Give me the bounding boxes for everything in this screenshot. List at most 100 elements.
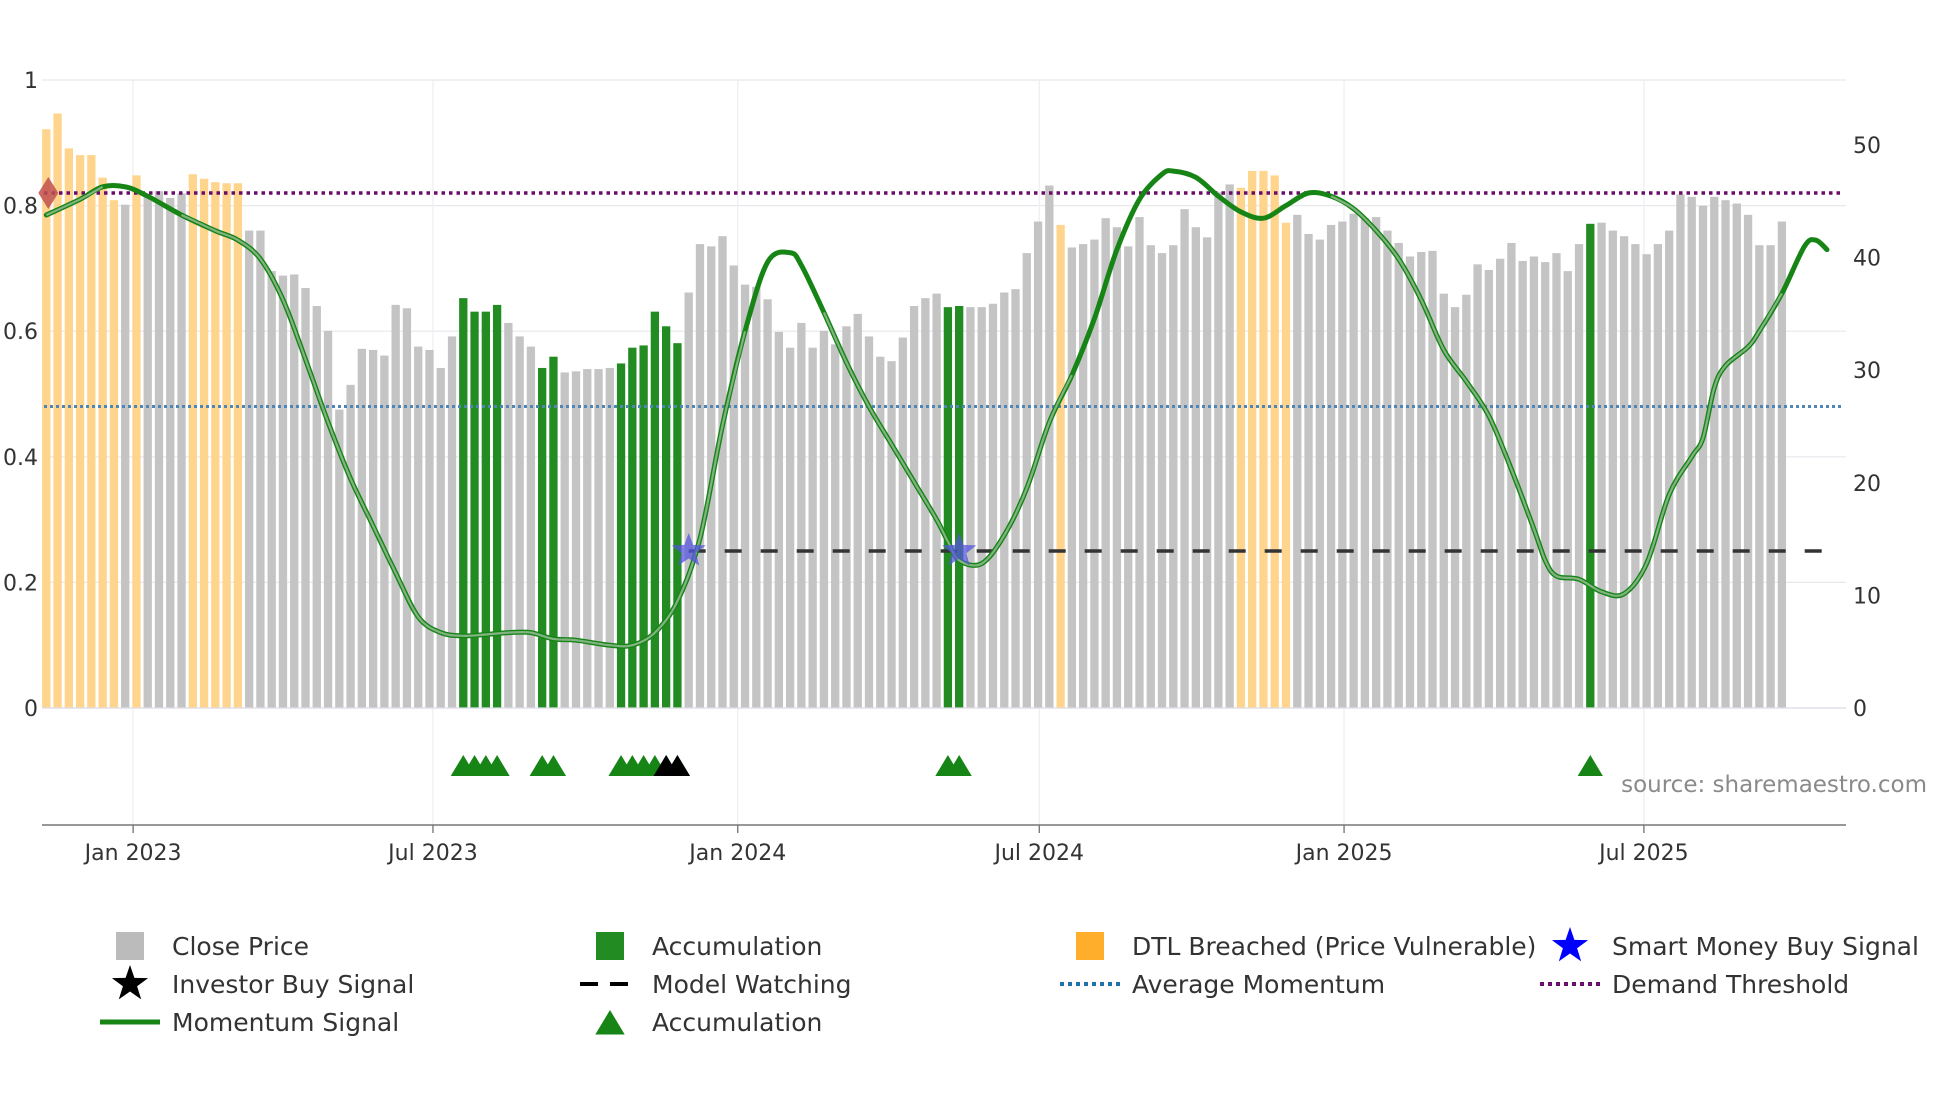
price-bar [1394,242,1403,708]
price-bar [1022,253,1031,708]
momentum-signal-faded [181,213,747,648]
x-tick-label: Jul 2024 [992,841,1084,866]
price-bar [853,313,862,708]
price-bar [357,348,367,708]
price-bar [166,197,175,708]
y-right-tick-label: 10 [1853,584,1881,609]
accumulation-bar [673,343,682,708]
price-bar [1484,269,1494,708]
legend-swatch [116,932,144,960]
y-left-tick-label: 1 [24,69,38,94]
legend-triangle-icon [595,1010,625,1035]
x-tick-label: Jul 2023 [386,841,478,866]
y-left-tick-label: 0.4 [3,446,38,471]
price-bar [1439,293,1448,708]
accumulation-bar [470,311,479,708]
y-right-tick-label: 20 [1853,472,1881,497]
price-bar [1710,196,1719,708]
dtl-breached-bar [42,129,51,709]
price-bar [447,336,457,708]
legend-item: Close Price [116,932,309,961]
dtl-breached-bar [211,182,220,708]
legend-swatch [596,932,624,960]
reference-lines [44,191,1842,553]
price-bar [1090,239,1099,709]
price-bar [1000,292,1009,708]
price-bar [1743,214,1753,708]
accumulation-bar [492,304,502,708]
price-bar [1417,251,1426,708]
price-bar [1360,218,1370,708]
accumulation-bar [650,311,660,708]
accumulation-triangle [540,755,567,776]
price-bar [1202,237,1212,708]
price-bar [1608,230,1617,709]
dtl-breached-bar [87,155,96,708]
price-bar [1304,233,1313,709]
dtl-breached-bar [75,155,85,708]
legend-label: Accumulation [652,932,822,961]
price-bar [819,330,829,708]
price-bar [808,347,817,708]
price-bar [526,346,536,708]
accumulation-bar [1586,223,1595,708]
price-bar [1112,227,1122,708]
legend-label: Investor Buy Signal [172,970,414,999]
momentum-signal [43,168,1830,649]
legend-star-icon [1551,927,1589,962]
price-bar [605,367,614,708]
price-bar [729,265,738,708]
dtl-breached-bar [98,177,107,709]
y-right-tick-label: 30 [1853,359,1881,384]
price-bar [876,356,885,708]
legend-item: Average Momentum [1060,970,1385,999]
price-bar [154,191,164,708]
price-bar [1450,307,1460,708]
dtl-breached-bar [1281,222,1291,708]
price-bar [504,322,513,708]
legend-swatch [1076,932,1104,960]
accumulation-bar [955,306,964,708]
price-bar [932,293,941,708]
price-bar [1563,271,1572,708]
y-left-tick-label: 0.8 [3,195,38,220]
x-tick-label: Jul 2025 [1597,841,1689,866]
dtl-breached-bar [132,175,141,709]
investor-buy-triangle [664,755,691,776]
price-bar [290,274,299,708]
price-bar [1214,192,1223,709]
price-bar [1597,222,1606,708]
legend-item: Accumulation [595,1008,822,1037]
x-tick-label: Jan 2024 [687,841,786,866]
price-bar [1619,236,1629,708]
x-tick-label: Jan 2023 [83,841,182,866]
dtl-breached-bar [188,174,197,708]
price-bar [1676,194,1685,708]
price-bar [1338,221,1347,708]
smart-money-buy-star [671,533,706,566]
signal-markers [38,177,1603,776]
price-bar [121,204,130,709]
y-left-tick-label: 0.6 [3,320,38,345]
y-left-tick-label: 0 [24,697,38,722]
legend-label: Momentum Signal [172,1008,399,1037]
price-bar [695,244,705,708]
price-bar [831,344,840,708]
legend-item: Smart Money Buy Signal [1551,927,1919,962]
price-bar [1372,217,1381,708]
legend-label: Average Momentum [1132,970,1385,999]
x-tick-label: Jan 2025 [1294,841,1393,866]
price-bar [1124,246,1133,708]
price-bar [515,336,524,708]
price-bar [256,230,265,709]
price-bar [797,322,806,708]
price-bar [1315,239,1324,709]
price-bar [1011,289,1020,708]
price-bar [977,307,986,708]
accumulation-triangle [1577,755,1603,776]
price-bar [1653,244,1663,708]
price-bar [684,292,693,708]
price-bar [1180,209,1189,708]
price-bar [1552,253,1561,708]
